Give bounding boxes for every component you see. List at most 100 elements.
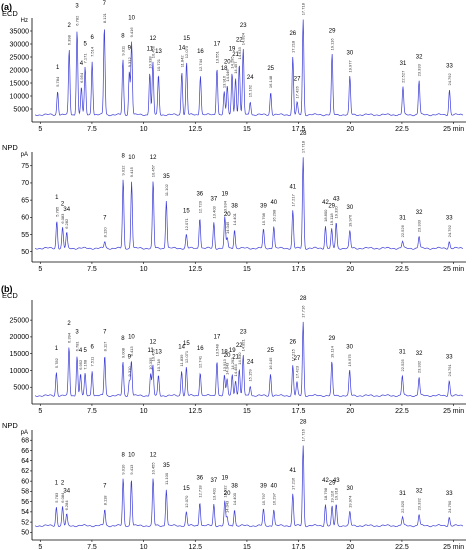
peak-label: 24 — [247, 75, 254, 81]
retention-time-label: 6.952 — [78, 359, 83, 370]
retention-time-label: 17.216 — [290, 477, 295, 490]
retention-time-label: 12.071 — [184, 217, 189, 230]
peak-label: 28 — [300, 131, 307, 137]
y-tick-label: 20000 — [10, 334, 30, 341]
peak-label: 10 — [128, 334, 135, 340]
retention-time-label: 6.394 — [66, 332, 71, 343]
peak-label: 20 — [224, 212, 231, 218]
y-tick-label: 25000 — [10, 317, 30, 324]
peak-label: 8 — [121, 453, 125, 459]
panel-label-b: (b) — [1, 284, 13, 294]
retention-time-label: 12.070 — [184, 495, 189, 508]
retention-time-label: 13.551 — [214, 50, 219, 63]
peak-label: 42 — [322, 478, 329, 484]
peak-label: 22 — [236, 343, 243, 349]
peak-label: 18 — [221, 66, 228, 72]
peak-label: 2 — [68, 23, 72, 29]
retention-time-label: 22.525 — [400, 500, 405, 513]
retention-time-label: 19.975 — [347, 353, 352, 366]
retention-time-label: 19.320 — [334, 205, 339, 218]
y-axis-label: NPD — [2, 421, 18, 430]
peak-label: 32 — [416, 351, 423, 357]
peak-label: 38 — [231, 483, 238, 489]
x-tick-label: 7.5 — [87, 266, 97, 273]
peak-label: 40 — [270, 483, 277, 489]
retention-time-label: 16.297 — [271, 492, 276, 505]
peak-label: 1 — [55, 195, 59, 201]
retention-time-label: 9.413 — [129, 464, 134, 475]
peak-label: 9 — [128, 355, 132, 361]
retention-time-label: 19.976 — [347, 214, 352, 227]
retention-time-label: 13.916 — [222, 75, 227, 88]
y-tick-label: 20000 — [10, 67, 30, 74]
peak-label: 19 — [221, 191, 228, 197]
retention-time-label: 13.932 — [222, 485, 227, 498]
retention-time-label: 17.716 — [301, 305, 306, 318]
retention-time-label: 15.798 — [261, 212, 266, 225]
retention-time-label: 9.008 — [120, 347, 125, 358]
retention-time-label: 19.118 — [329, 213, 334, 226]
retention-time-label: 24.792 — [447, 224, 452, 237]
peak-label: 7 — [103, 215, 107, 221]
retention-time-label: 9.010 — [121, 464, 126, 475]
peak-label: 16 — [197, 49, 204, 55]
retention-time-label: 17.215 — [290, 348, 295, 361]
x-tick-label: 17.5 — [292, 266, 306, 273]
peak-label: 12 — [150, 339, 157, 345]
y-tick-label: 65 — [21, 197, 29, 204]
peak-label: 33 — [446, 355, 453, 361]
peak-label: 12 — [150, 155, 157, 161]
peak-label: 39 — [260, 203, 267, 209]
retention-time-label: 17.716 — [301, 428, 306, 441]
peak-label: 22 — [236, 38, 243, 44]
y-tick-label: 60 — [21, 215, 29, 222]
x-tick-label: 17.5 — [292, 544, 306, 550]
x-tick-label: 10 — [140, 266, 148, 273]
peak-label: 35 — [163, 174, 170, 180]
retention-time-label: 19.116 — [330, 490, 335, 503]
y-tick-label: 55 — [21, 232, 29, 239]
peak-label: 3 — [75, 329, 79, 335]
retention-time-label: 7.514 — [90, 46, 95, 57]
peak-label: 20 — [224, 491, 231, 497]
retention-time-label: 14.821 — [241, 338, 246, 351]
retention-time-label: 17.218 — [290, 40, 295, 53]
y-tick-label: 52 — [21, 519, 29, 526]
retention-time-label: 14.630 — [237, 352, 242, 365]
peak-label: 4 — [80, 61, 84, 67]
retention-time-label: 6.954 — [79, 72, 84, 83]
peak-label: 37 — [211, 196, 218, 202]
x-tick-label: 15 — [243, 408, 251, 415]
peak-label: 15 — [183, 36, 190, 42]
peak-label: 31 — [399, 215, 406, 221]
retention-time-label: 14.454 — [233, 364, 238, 377]
peak-label: 11 — [147, 47, 154, 53]
retention-time-label: 10.338 — [147, 56, 152, 69]
y-axis-unit: Hz — [21, 18, 28, 24]
retention-time-label: 9.415 — [129, 166, 134, 177]
x-tick-label: 25 min — [443, 266, 464, 273]
x-tick-label: 22.5 — [395, 126, 409, 133]
retention-time-label: 13.934 — [222, 200, 227, 213]
retention-time-label: 19.114 — [329, 345, 334, 358]
y-axis-label: ECD — [2, 291, 18, 300]
retention-time-label: 12.744 — [198, 58, 203, 71]
peak-label: 39 — [260, 483, 267, 489]
peak-label: 25 — [267, 348, 274, 354]
peak-label: 26 — [289, 31, 296, 37]
peak-label: 29 — [329, 28, 336, 34]
retention-time-label: 19.116 — [330, 38, 335, 51]
peak-label: 7 — [103, 329, 107, 335]
retention-time-label: 14.401 — [232, 212, 237, 225]
retention-time-label: 5.784 — [55, 76, 60, 87]
peak-label: 18 — [221, 349, 228, 355]
peak-label: 12 — [150, 36, 157, 42]
retention-time-label: 14.043 — [225, 362, 230, 375]
y-axis-unit: pA — [21, 430, 28, 436]
retention-time-label: 8.121 — [102, 12, 107, 23]
peak-label: 13 — [155, 349, 162, 355]
peak-label: 16 — [197, 346, 204, 352]
retention-time-label: 18.798 — [323, 487, 328, 500]
